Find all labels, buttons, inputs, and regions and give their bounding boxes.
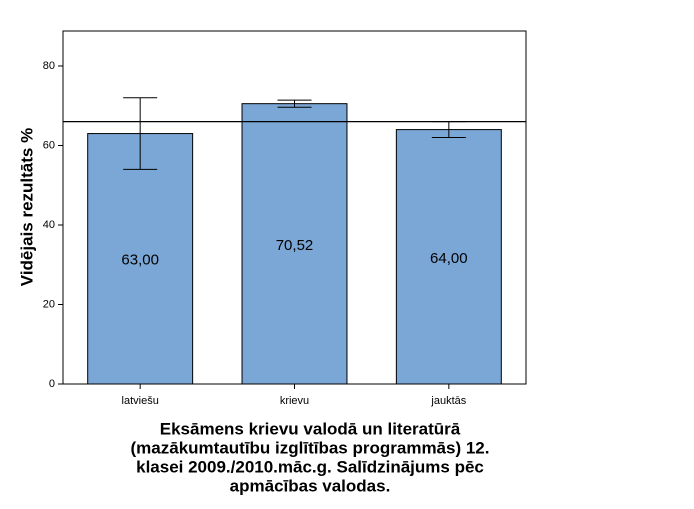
error-bar <box>123 97 158 170</box>
bar <box>241 103 348 385</box>
chart-title: (mazākumtautību izglītības programmās) 1… <box>131 438 490 457</box>
x-tick-label: krievu <box>280 395 309 407</box>
bar <box>395 129 502 385</box>
chart-title: Eksāmens krievu valodā un literatūrā <box>160 419 461 438</box>
x-tick-label: jauktās <box>430 395 466 407</box>
value-label: 64,00 <box>430 250 468 267</box>
x-tick-label: latviešu <box>122 395 159 407</box>
value-label: 70,52 <box>276 237 314 254</box>
error-bar <box>277 99 312 108</box>
y-tick-label: 20 <box>43 298 55 310</box>
y-tick-label: 60 <box>43 139 55 151</box>
y-tick-label: 80 <box>43 60 55 72</box>
chart-title: apmācības valodas. <box>230 476 391 495</box>
y-tick-label: 0 <box>49 378 55 390</box>
y-tick-label: 40 <box>43 219 55 231</box>
y-axis-label: Vidējais rezultāts % <box>17 128 36 286</box>
value-label: 63,00 <box>121 252 159 269</box>
chart-title: klasei 2009./2010.māc.g. Salīdzinājums p… <box>136 457 484 476</box>
